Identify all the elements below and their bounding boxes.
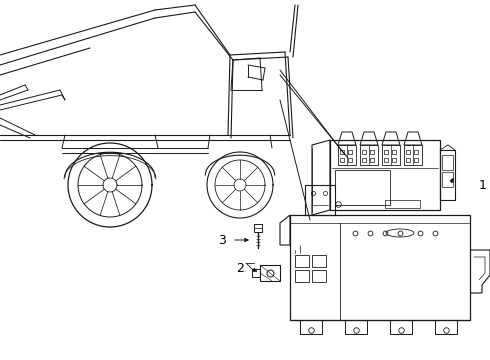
Bar <box>442 172 453 187</box>
Bar <box>254 224 262 232</box>
Bar <box>295 255 309 267</box>
Bar <box>440 150 455 200</box>
Bar <box>385 200 420 208</box>
Bar <box>442 155 453 170</box>
Text: 1: 1 <box>475 179 487 192</box>
Bar <box>305 185 335 215</box>
Bar <box>260 265 280 281</box>
Bar <box>252 269 260 277</box>
Bar <box>390 320 412 334</box>
Bar <box>312 255 326 267</box>
Bar <box>295 270 309 282</box>
Text: 3: 3 <box>218 234 226 247</box>
Bar <box>338 145 356 165</box>
Bar <box>300 320 322 334</box>
Bar <box>360 145 378 165</box>
Bar <box>435 320 457 334</box>
Text: 2: 2 <box>236 261 244 275</box>
Bar <box>312 270 326 282</box>
Bar <box>335 170 390 205</box>
Bar <box>330 140 440 210</box>
Bar <box>382 145 400 165</box>
Bar <box>404 145 422 165</box>
Bar <box>345 320 367 334</box>
Bar <box>290 215 470 320</box>
